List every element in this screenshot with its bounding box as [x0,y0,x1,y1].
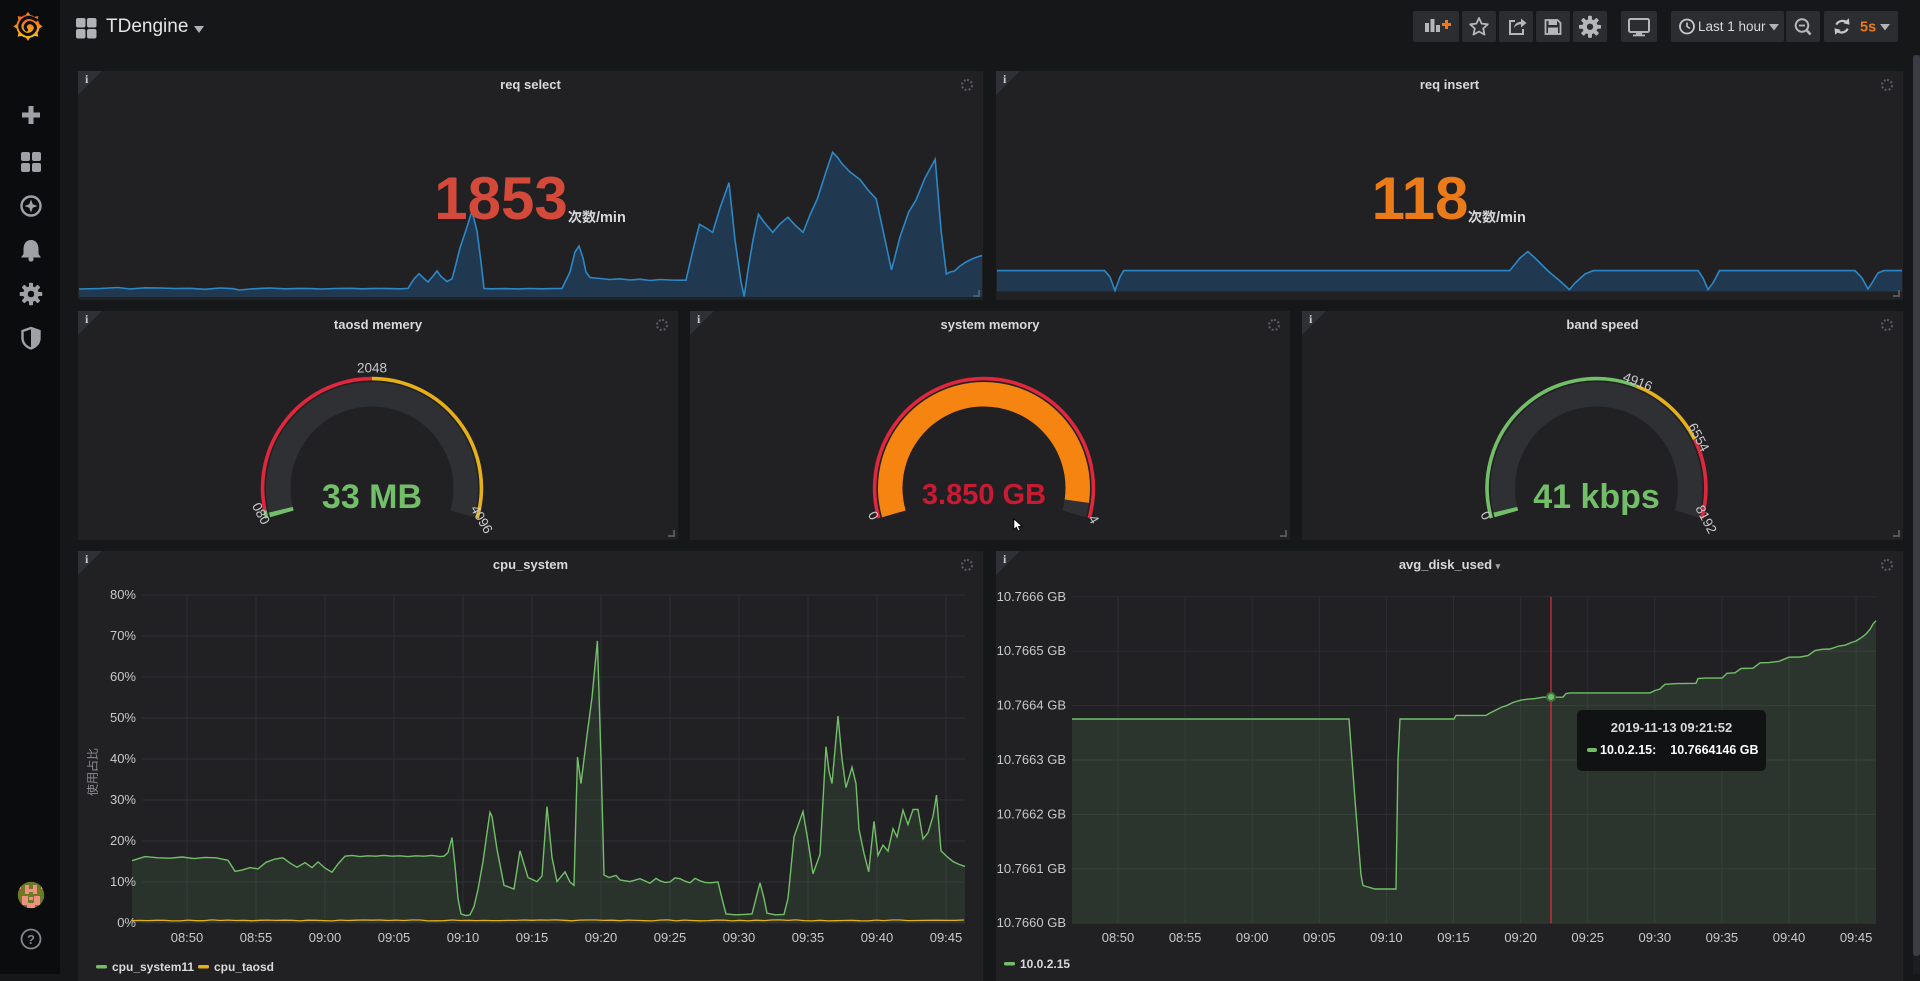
svg-text:/min: /min [1496,210,1526,226]
svg-text:33 MB: 33 MB [322,478,422,516]
svg-text:10.0.2.15: 10.0.2.15 [1020,957,1070,971]
svg-text:cpu_system11: cpu_system11 [112,960,194,974]
svg-text:09:15: 09:15 [1437,930,1470,945]
svg-text:3.850 GB: 3.850 GB [922,479,1046,511]
svg-text:10.7661 GB: 10.7661 GB [997,861,1066,876]
svg-text:09:20: 09:20 [1504,930,1537,945]
svg-text:4096: 4096 [468,503,496,537]
svg-text:60%: 60% [110,669,136,684]
svg-text:09:20: 09:20 [585,930,618,945]
svg-text:5s: 5s [1860,20,1876,36]
svg-text:09:40: 09:40 [861,930,894,945]
svg-text:09:10: 09:10 [447,930,480,945]
svg-text:09:00: 09:00 [309,930,342,945]
svg-text:08:55: 08:55 [1169,930,1202,945]
svg-text:10.7666 GB: 10.7666 GB [997,589,1066,604]
svg-text:0: 0 [865,509,882,523]
svg-text:08:50: 08:50 [171,930,204,945]
svg-text:10%: 10% [110,874,136,889]
svg-text:09:30: 09:30 [1639,930,1672,945]
svg-text:50%: 50% [110,710,136,725]
svg-text:09:45: 09:45 [1840,930,1873,945]
svg-text:4: 4 [1085,512,1102,526]
svg-text:Last 1 hour: Last 1 hour [1698,19,1766,34]
svg-text:0%: 0% [117,915,136,930]
svg-text:80%: 80% [110,587,136,602]
svg-text:09:30: 09:30 [723,930,756,945]
svg-text:20%: 20% [110,833,136,848]
svg-text:08:50: 08:50 [1102,930,1135,945]
svg-text:10.7662 GB: 10.7662 GB [997,806,1066,821]
svg-text:09:35: 09:35 [1706,930,1739,945]
svg-text:70%: 70% [110,628,136,643]
svg-text:41 kbps: 41 kbps [1533,478,1660,516]
svg-text:cpu_taosd: cpu_taosd [214,960,274,974]
svg-text:09:05: 09:05 [378,930,411,945]
svg-text:10.7665 GB: 10.7665 GB [997,643,1066,658]
svg-text:09:35: 09:35 [792,930,825,945]
svg-text:8192: 8192 [1692,503,1719,537]
svg-text:30%: 30% [110,792,136,807]
svg-text:0: 0 [1478,509,1495,523]
svg-text:?: ? [27,932,35,947]
svg-text:10.7663 GB: 10.7663 GB [997,752,1066,767]
svg-text:09:05: 09:05 [1303,930,1336,945]
svg-text:10.7664 GB: 10.7664 GB [997,698,1066,713]
svg-text:09:40: 09:40 [1773,930,1806,945]
svg-text:09:45: 09:45 [930,930,963,945]
svg-text:09:25: 09:25 [1571,930,1604,945]
svg-text:09:25: 09:25 [654,930,687,945]
svg-text:09:10: 09:10 [1370,930,1403,945]
svg-text:40%: 40% [110,751,136,766]
svg-text:2048: 2048 [357,361,387,376]
svg-text:10.7660 GB: 10.7660 GB [997,915,1066,930]
svg-text:09:00: 09:00 [1236,930,1269,945]
svg-text:08:55: 08:55 [240,930,273,945]
svg-text:09:15: 09:15 [516,930,549,945]
svg-text:/min: /min [596,210,626,226]
